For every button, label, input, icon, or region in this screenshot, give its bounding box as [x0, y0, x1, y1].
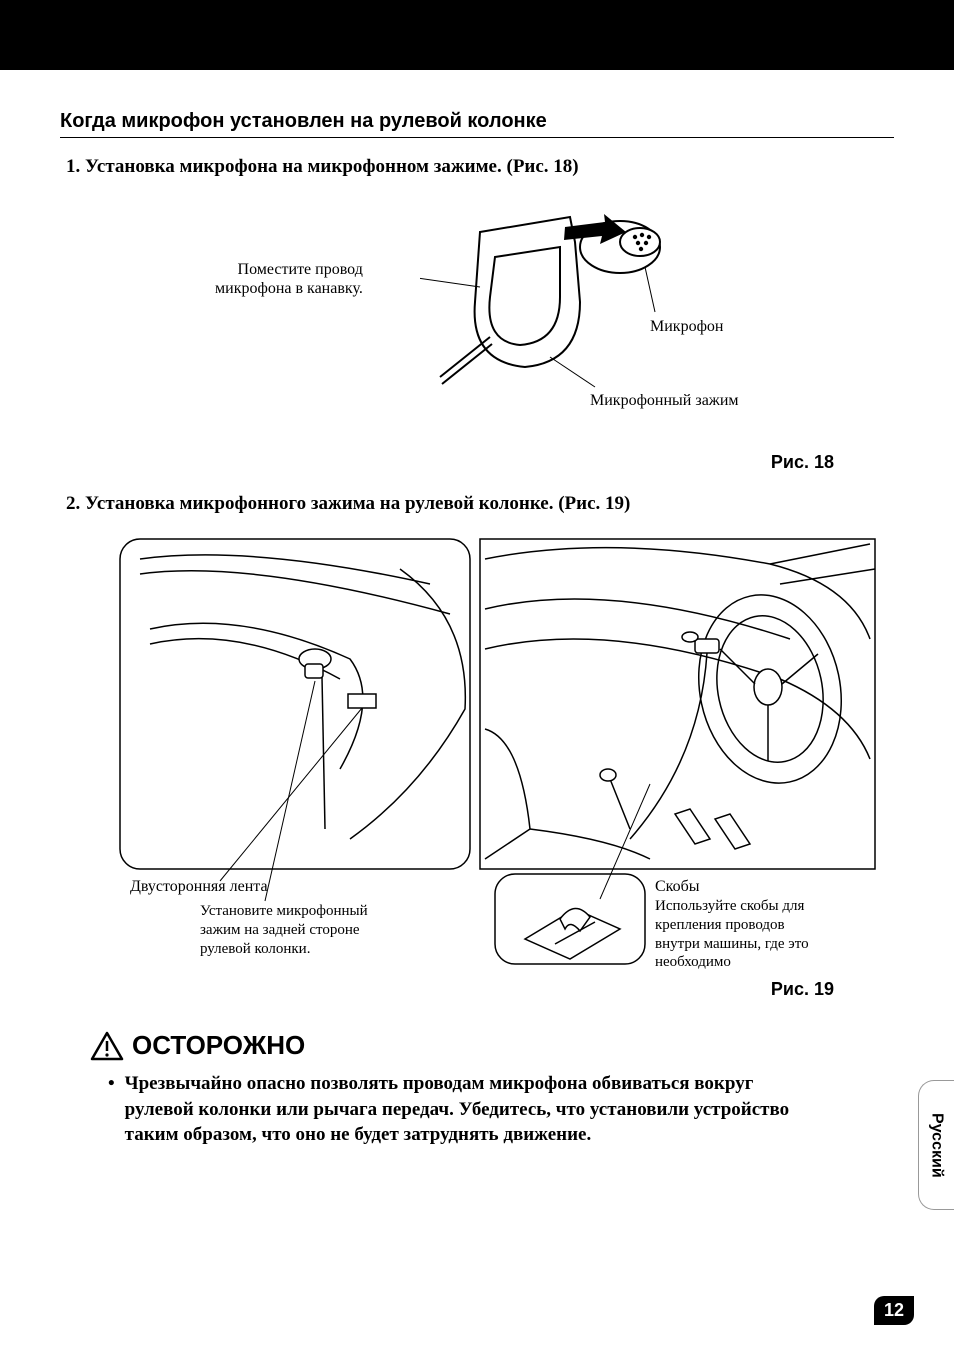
fig19-clamp-l1: Используйте скобы для	[655, 898, 804, 914]
fig19-install-l3: рулевой колонки.	[200, 941, 310, 957]
warning-heading-text: ОСТОРОЖНО	[132, 1030, 305, 1061]
figure-18: Поместите провод микрофона в канавку.	[60, 192, 894, 442]
fig18-label-microphone: Микрофон	[650, 318, 724, 336]
header-black-bar	[0, 0, 954, 70]
section-heading: Когда микрофон установлен на рулевой кол…	[60, 110, 894, 138]
page-number: 12	[874, 1296, 914, 1325]
fig18-label-groove: Поместите провод микрофона в канавку.	[215, 260, 363, 298]
fig19-install-l2: зажим на задней стороне	[200, 922, 360, 938]
fig19-clamp-l2: крепления проводов	[655, 917, 785, 933]
fig19-label-clamp-body: Используйте скобы для крепления проводов…	[655, 897, 809, 972]
step-1: 1. Установка микрофона на микрофонном за…	[90, 156, 894, 178]
side-tab-label: Русский	[928, 1113, 946, 1178]
warning-block: ОСТОРОЖНО • Чрезвычайно опасно позволять…	[90, 1030, 804, 1148]
language-side-tab: Русский	[918, 1080, 954, 1210]
fig18-groove-line1: Поместите провод	[238, 261, 363, 278]
bullet-dot: •	[108, 1071, 115, 1148]
warning-bullet: • Чрезвычайно опасно позволять проводам …	[108, 1071, 804, 1148]
fig19-caption: Рис. 19	[60, 979, 894, 1000]
figure-19: Двусторонняя лента Установите микрофонны…	[60, 529, 894, 969]
fig19-install-l1: Установите микрофонный	[200, 903, 368, 919]
fig19-label-tape: Двусторонняя лента	[130, 878, 268, 896]
fig18-caption: Рис. 18	[60, 452, 894, 473]
fig19-label-clamp-title: Скобы	[655, 878, 700, 896]
fig18-diagram	[420, 192, 700, 412]
fig19-clamp-l3: внутри машины, где это	[655, 936, 809, 952]
fig18-label-clip: Микрофонный зажим	[590, 392, 739, 410]
fig18-groove-line2: микрофона в канавку.	[215, 280, 363, 297]
warning-text: Чрезвычайно опасно позволять проводам ми…	[125, 1071, 804, 1148]
page-content: Когда микрофон установлен на рулевой кол…	[0, 70, 954, 1148]
fig19-label-install: Установите микрофонный зажим на задней с…	[200, 902, 368, 958]
step-2: 2. Установка микрофонного зажима на руле…	[90, 493, 894, 515]
warning-heading: ОСТОРОЖНО	[90, 1030, 804, 1061]
warning-triangle-icon	[90, 1031, 124, 1061]
fig19-clamp-l4: необходимо	[655, 954, 731, 970]
